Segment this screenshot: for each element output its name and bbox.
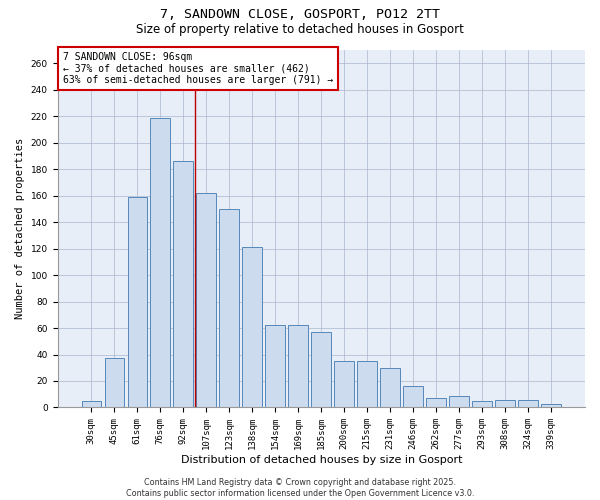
Bar xyxy=(311,332,331,407)
Bar xyxy=(151,118,170,408)
Text: Size of property relative to detached houses in Gosport: Size of property relative to detached ho… xyxy=(136,22,464,36)
X-axis label: Distribution of detached houses by size in Gosport: Distribution of detached houses by size … xyxy=(181,455,462,465)
Bar xyxy=(242,248,262,408)
Bar xyxy=(82,401,101,407)
Text: 7 SANDOWN CLOSE: 96sqm
← 37% of detached houses are smaller (462)
63% of semi-de: 7 SANDOWN CLOSE: 96sqm ← 37% of detached… xyxy=(63,52,333,85)
Bar xyxy=(196,193,216,408)
Bar xyxy=(265,326,285,407)
Text: 7, SANDOWN CLOSE, GOSPORT, PO12 2TT: 7, SANDOWN CLOSE, GOSPORT, PO12 2TT xyxy=(160,8,440,20)
Bar xyxy=(220,209,239,408)
Bar xyxy=(104,358,124,408)
Text: Contains HM Land Registry data © Crown copyright and database right 2025.
Contai: Contains HM Land Registry data © Crown c… xyxy=(126,478,474,498)
Bar xyxy=(427,398,446,407)
Bar xyxy=(128,197,147,408)
Bar xyxy=(289,326,308,407)
Bar xyxy=(449,396,469,407)
Bar xyxy=(403,386,423,407)
Bar xyxy=(358,361,377,408)
Bar xyxy=(334,361,354,408)
Bar xyxy=(472,401,492,407)
Bar xyxy=(173,161,193,408)
Y-axis label: Number of detached properties: Number of detached properties xyxy=(15,138,25,320)
Bar xyxy=(518,400,538,407)
Bar xyxy=(496,400,515,407)
Bar xyxy=(541,404,561,407)
Bar xyxy=(380,368,400,408)
